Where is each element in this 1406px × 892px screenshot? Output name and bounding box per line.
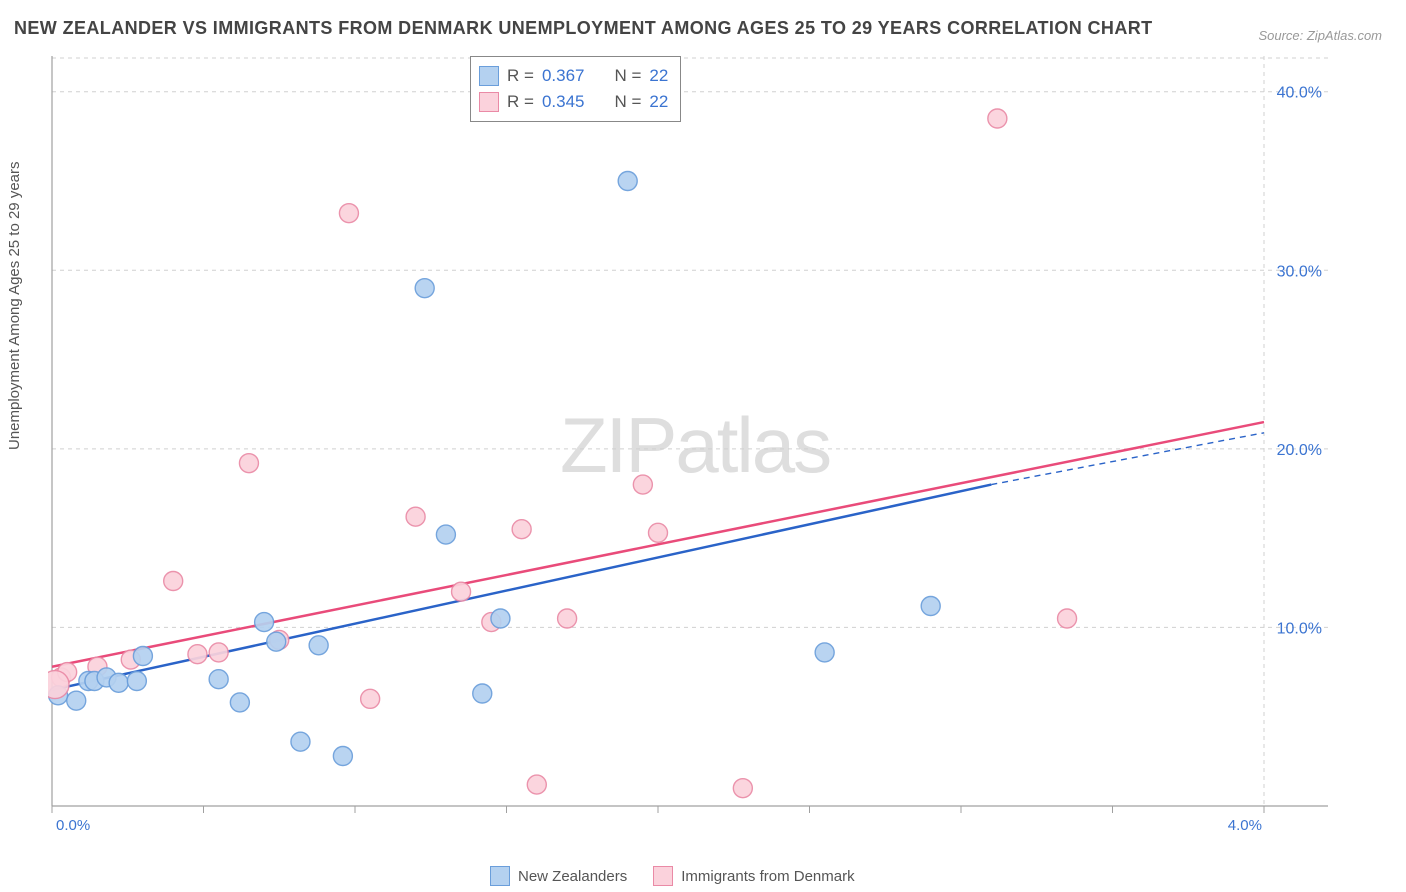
legend-label: Immigrants from Denmark (681, 868, 854, 885)
data-point-blue (491, 609, 510, 628)
data-point-pink (527, 775, 546, 794)
correlation-legend: R = 0.367 N = 22 R = 0.345 N = 22 (470, 56, 681, 122)
data-point-pink (558, 609, 577, 628)
data-point-blue (618, 172, 637, 191)
legend-r-value: 0.345 (542, 92, 585, 112)
data-point-pink (406, 507, 425, 526)
scatter-plot: 10.0% 20.0% 30.0% 40.0% 0.0% 4.0% (48, 56, 1328, 846)
legend-row-pink: R = 0.345 N = 22 (479, 89, 668, 115)
legend-swatch-blue (479, 66, 499, 86)
data-point-blue (436, 525, 455, 544)
data-point-pink (209, 643, 228, 662)
legend-item-dk: Immigrants from Denmark (653, 866, 854, 886)
legend-swatch-pink (653, 866, 673, 886)
data-point-pink (988, 109, 1007, 128)
data-point-pink (633, 475, 652, 494)
legend-n-value: 22 (649, 66, 668, 86)
data-point-blue (67, 691, 86, 710)
legend-r-label: R = (507, 92, 534, 112)
data-point-blue (291, 732, 310, 751)
data-point-blue (473, 684, 492, 703)
data-point-blue (415, 279, 434, 298)
svg-text:10.0%: 10.0% (1277, 620, 1322, 637)
data-point-blue (815, 643, 834, 662)
data-point-pink (239, 454, 258, 473)
legend-n-label: N = (614, 92, 641, 112)
svg-text:20.0%: 20.0% (1277, 442, 1322, 459)
data-point-blue (267, 632, 286, 651)
svg-text:40.0%: 40.0% (1277, 85, 1322, 102)
source-credit: Source: ZipAtlas.com (1258, 28, 1382, 43)
series-legend: New Zealanders Immigrants from Denmark (490, 866, 855, 886)
svg-text:30.0%: 30.0% (1277, 263, 1322, 280)
data-point-pink (188, 645, 207, 664)
svg-text:0.0%: 0.0% (56, 817, 90, 834)
data-point-pink (1058, 609, 1077, 628)
data-point-blue (133, 647, 152, 666)
data-point-blue (109, 673, 128, 692)
data-point-pink (733, 779, 752, 798)
legend-row-blue: R = 0.367 N = 22 (479, 63, 668, 89)
data-point-pink (512, 520, 531, 539)
legend-n-label: N = (614, 66, 641, 86)
data-point-pink (164, 572, 183, 591)
data-point-blue (333, 747, 352, 766)
data-point-pink (48, 671, 69, 699)
svg-text:4.0%: 4.0% (1228, 817, 1262, 834)
legend-r-label: R = (507, 66, 534, 86)
page-title: NEW ZEALANDER VS IMMIGRANTS FROM DENMARK… (14, 18, 1153, 39)
data-point-pink (361, 689, 380, 708)
legend-item-nz: New Zealanders (490, 866, 627, 886)
y-axis-label: Unemployment Among Ages 25 to 29 years (6, 161, 23, 450)
data-point-blue (209, 670, 228, 689)
legend-n-value: 22 (649, 92, 668, 112)
data-point-pink (339, 204, 358, 223)
data-point-blue (230, 693, 249, 712)
legend-swatch-pink (479, 92, 499, 112)
legend-swatch-blue (490, 866, 510, 886)
data-point-blue (255, 613, 274, 632)
chart-svg: 10.0% 20.0% 30.0% 40.0% 0.0% 4.0% (48, 56, 1328, 846)
data-point-blue (921, 597, 940, 616)
legend-r-value: 0.367 (542, 66, 585, 86)
legend-label: New Zealanders (518, 868, 627, 885)
data-point-blue (127, 672, 146, 691)
data-point-blue (309, 636, 328, 655)
data-point-pink (649, 523, 668, 542)
data-point-pink (452, 582, 471, 601)
